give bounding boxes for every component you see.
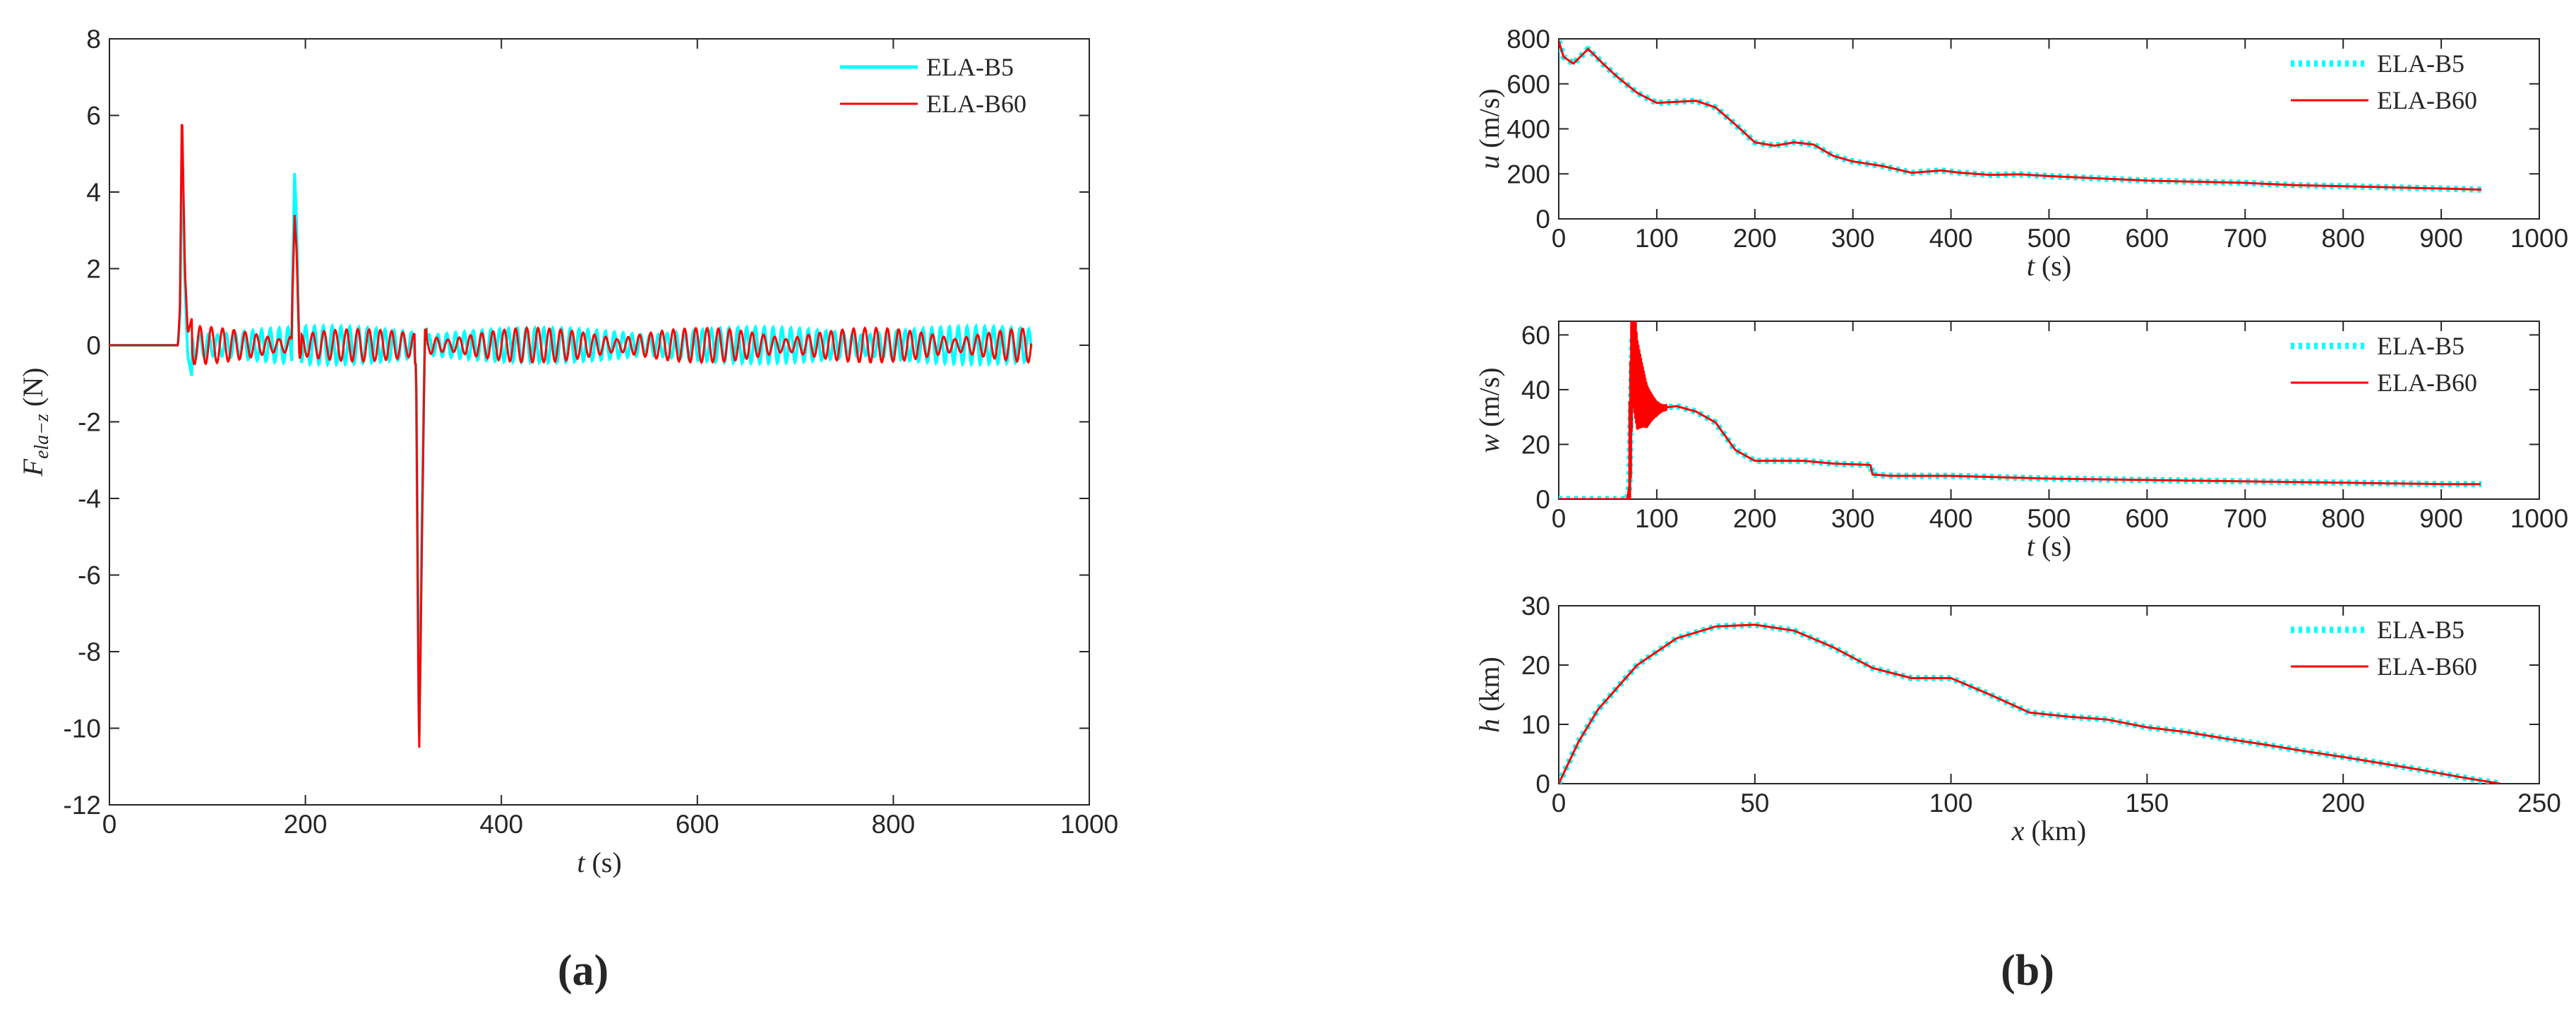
series-group <box>1559 621 2501 784</box>
x-tick-label: 400 <box>479 810 523 839</box>
legend: ELA-B5 ELA-B60 <box>2291 616 2477 681</box>
x-tick-label: 500 <box>2027 224 2071 253</box>
legend-label-b5: ELA-B5 <box>2377 332 2464 360</box>
legend-label-b60: ELA-B60 <box>926 90 1026 118</box>
y-axis-label: u (m/s) <box>1473 88 1505 169</box>
series-line-ela-b60 <box>1559 40 2482 191</box>
x-tick-label: 600 <box>2126 504 2169 533</box>
y-tick-label: 6 <box>86 102 101 131</box>
y-tick-label: 200 <box>1506 160 1550 189</box>
y-tick-label: 0 <box>1535 770 1550 798</box>
x-tick-label: 800 <box>872 810 916 839</box>
y-tick-label: 4 <box>86 178 101 207</box>
x-tick-label: 600 <box>2126 224 2169 253</box>
chart-altitude-h: 0 50 100 150 200 250 0 10 20 30 x (km) h (km) ELA-B5… <box>1473 592 2561 847</box>
plot-area <box>1558 321 2540 500</box>
panel-label-a: (a) <box>558 947 609 995</box>
series-line-ela-b60 <box>1559 321 2481 499</box>
chart-force: 0 200 400 600 800 1000 -12 -10 -8 -6 -4 -2 0 2 4 6 8 t (s… <box>17 25 1118 878</box>
x-tick-label: 400 <box>1929 504 1973 533</box>
x-tick-label: 200 <box>2321 789 2365 818</box>
x-tick-label: 600 <box>676 810 719 839</box>
x-tick-label: 900 <box>2419 504 2463 533</box>
x-axis-label: t (s) <box>2027 530 2071 562</box>
y-tick-label: 2 <box>86 255 101 284</box>
chart-velocity-w: 0 100 200 300 400 500 600 700 800 900 1000 0 20 40 60 t… <box>1473 321 2568 562</box>
x-tick-label: 900 <box>2419 224 2463 253</box>
x-tick-label: 200 <box>1733 224 1777 253</box>
y-axis-label: h (km) <box>1473 657 1505 733</box>
series-line-ela-b60 <box>109 124 1033 748</box>
series-group <box>109 124 1033 748</box>
y-axis-label: w (m/s) <box>1473 367 1505 453</box>
plot-area <box>1558 605 2540 784</box>
x-axis-label: t (s) <box>2027 250 2071 282</box>
x-tick-label: 800 <box>2321 504 2365 533</box>
x-tick-label: 0 <box>1552 224 1566 253</box>
legend-label-b60: ELA-B60 <box>2377 652 2477 681</box>
plot-area <box>109 38 1090 806</box>
x-tick-label: 1000 <box>2510 224 2568 253</box>
x-axis-label: t (s) <box>577 847 621 878</box>
x-tick-label: 100 <box>1635 224 1679 253</box>
legend-label-b60: ELA-B60 <box>2377 369 2477 397</box>
y-tick-label: 800 <box>1506 25 1550 54</box>
x-tick-label: 300 <box>1831 224 1875 253</box>
y-tick-label: 60 <box>1521 321 1550 349</box>
y-tick-label: 0 <box>86 331 101 360</box>
y-tick-label: -6 <box>78 561 101 590</box>
y-tick-label: 8 <box>86 25 101 54</box>
x-tick-label: 0 <box>1552 789 1566 818</box>
series-group <box>1559 40 2482 193</box>
y-tick-label: -10 <box>64 714 101 743</box>
x-tick-label: 700 <box>2223 504 2267 533</box>
legend: ELA-B5 ELA-B60 <box>2291 332 2477 397</box>
x-tick-label: 800 <box>2321 224 2365 253</box>
legend: ELA-B5 ELA-B60 <box>2291 49 2477 114</box>
series-line-ela-b60 <box>1559 623 2500 784</box>
y-axis-label: Fela−z (N) <box>17 368 53 477</box>
x-tick-label: 150 <box>2126 789 2169 818</box>
x-tick-label: 500 <box>2027 504 2071 533</box>
legend-label-b5: ELA-B5 <box>926 53 1014 81</box>
x-tick-label: 1000 <box>2510 504 2568 533</box>
y-tick-label: 30 <box>1521 592 1550 621</box>
y-tick-label: -2 <box>78 408 101 437</box>
x-tick-label: 250 <box>2517 789 2561 818</box>
x-tick-label: 1000 <box>1060 810 1118 839</box>
legend: ELA-B5 ELA-B60 <box>840 53 1026 118</box>
legend-label-b5: ELA-B5 <box>2377 616 2464 644</box>
x-tick-label: 0 <box>102 810 117 839</box>
x-axis-label: x (km) <box>2011 815 2087 847</box>
y-tick-label: 20 <box>1521 651 1550 680</box>
y-tick-label: 400 <box>1506 115 1550 144</box>
x-tick-label: 300 <box>1831 504 1875 533</box>
y-tick-label: -8 <box>78 638 101 666</box>
y-tick-label: -4 <box>78 484 101 513</box>
x-tick-label: 400 <box>1929 224 1973 253</box>
x-tick-label: 100 <box>1929 789 1973 818</box>
x-tick-label: 100 <box>1635 504 1679 533</box>
y-tick-label: 40 <box>1521 376 1550 405</box>
series-group <box>1559 321 2481 499</box>
plot-area <box>1558 38 2540 220</box>
x-tick-label: 200 <box>284 810 328 839</box>
panel-label-b: (b) <box>2001 947 2054 995</box>
y-tick-label: -12 <box>64 791 101 820</box>
x-tick-label: 700 <box>2223 224 2267 253</box>
x-tick-label: 0 <box>1552 504 1566 533</box>
y-tick-label: 600 <box>1506 70 1550 99</box>
y-tick-label: 10 <box>1521 710 1550 739</box>
y-tick-label: 0 <box>1535 205 1550 234</box>
legend-label-b60: ELA-B60 <box>2377 86 2477 114</box>
y-tick-label: 0 <box>1535 485 1550 514</box>
x-tick-label: 50 <box>1740 789 1769 818</box>
legend-label-b5: ELA-B5 <box>2377 49 2464 78</box>
x-tick-label: 200 <box>1733 504 1777 533</box>
chart-velocity-u: 0 100 200 300 400 500 600 700 800 900 1000 0 200 400 6… <box>1473 25 2568 282</box>
y-tick-label: 20 <box>1521 430 1550 459</box>
